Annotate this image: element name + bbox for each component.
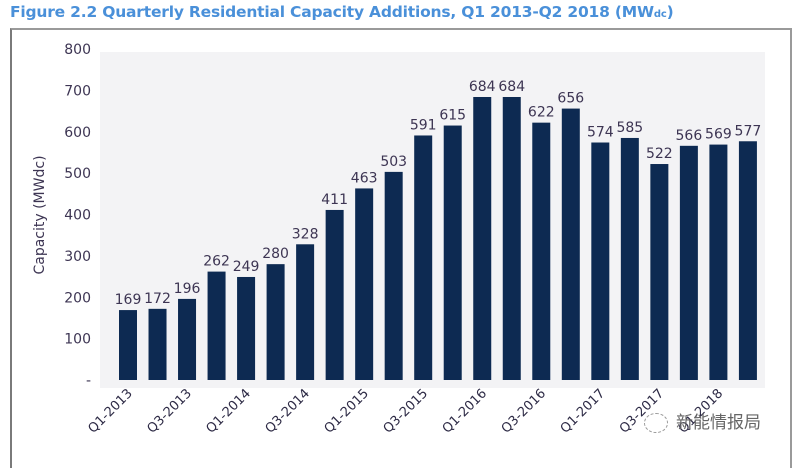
data-label: 656 xyxy=(557,91,584,107)
bar xyxy=(620,137,639,380)
bar xyxy=(207,271,226,380)
y-axis: - 100 200 300 400 500 600 700 800 xyxy=(64,42,91,389)
bars-group xyxy=(119,96,757,381)
watermark: 新能情报局 xyxy=(644,408,761,433)
x-tick-label: Q1-2014 xyxy=(204,386,254,436)
data-label: 169 xyxy=(115,292,142,308)
bar-chart: - 100 200 300 400 500 600 700 800 Capacity (MWdc… xyxy=(32,42,765,437)
bar xyxy=(148,308,167,380)
bar xyxy=(738,141,757,380)
bar xyxy=(296,244,315,380)
data-label: 328 xyxy=(292,226,319,242)
x-tick-label: Q1-2016 xyxy=(440,386,490,436)
bar xyxy=(384,171,403,380)
x-tick-label: Q3-2014 xyxy=(263,386,313,436)
chart-title-subscript: dc xyxy=(653,9,667,20)
data-label: 463 xyxy=(351,170,378,186)
bar xyxy=(119,310,137,380)
bar xyxy=(473,96,492,381)
y-tick-label: - xyxy=(86,373,91,389)
y-tick-label: 200 xyxy=(64,290,91,306)
data-label: 196 xyxy=(174,281,201,297)
bar xyxy=(266,264,285,380)
bar xyxy=(561,108,580,380)
bar xyxy=(443,125,462,380)
bar xyxy=(237,276,256,380)
x-axis: Q1-2013 Q3-2013 Q1-2014 Q3-2014 Q1-2015 Q3-20… xyxy=(85,386,726,436)
watermark-text: 新能情报局 xyxy=(676,413,761,433)
y-tick-label: 500 xyxy=(64,166,91,182)
chart-title-text: Figure 2.2 Quarterly Residential Capacit… xyxy=(10,3,654,21)
data-label: 574 xyxy=(587,125,614,141)
bar xyxy=(502,96,521,381)
data-label: 622 xyxy=(528,105,555,121)
bar xyxy=(325,209,344,380)
data-label: 249 xyxy=(233,259,260,275)
x-tick-label: Q1-2015 xyxy=(322,386,372,436)
bar xyxy=(532,122,551,381)
y-tick-label: 700 xyxy=(64,83,91,99)
bar xyxy=(591,142,610,380)
y-tick-label: 300 xyxy=(64,249,91,265)
data-label: 522 xyxy=(646,146,673,162)
bar xyxy=(709,144,728,380)
data-label: 585 xyxy=(616,120,643,136)
y-axis-title: Capacity (MWdc) xyxy=(32,155,48,274)
bar xyxy=(650,164,669,380)
data-label: 566 xyxy=(676,128,703,144)
bar xyxy=(355,188,374,380)
chart-frame xyxy=(10,28,792,468)
x-tick-label: Q1-2013 xyxy=(85,386,135,436)
wechat-icon xyxy=(644,413,668,433)
data-label: 411 xyxy=(321,192,348,208)
y-tick-label: 100 xyxy=(64,332,91,348)
x-tick-label: Q3-2015 xyxy=(381,386,431,436)
data-label: 684 xyxy=(469,79,496,95)
x-tick-label: Q3-2016 xyxy=(499,386,549,436)
data-label: 615 xyxy=(439,108,466,124)
chart-title: Figure 2.2 Quarterly Residential Capacit… xyxy=(10,3,674,21)
bar xyxy=(679,145,698,380)
data-label: 684 xyxy=(498,79,525,95)
data-label: 280 xyxy=(262,246,289,262)
y-tick-label: 400 xyxy=(64,208,91,224)
x-tick-label: Q1-2017 xyxy=(558,386,608,436)
bar xyxy=(414,135,433,380)
data-label: 172 xyxy=(144,291,171,307)
data-label: 591 xyxy=(410,117,437,133)
bar xyxy=(178,298,197,380)
chart-title-close: ) xyxy=(666,3,674,21)
data-label: 569 xyxy=(705,127,732,143)
data-label: 503 xyxy=(380,154,407,170)
data-label: 577 xyxy=(735,123,762,139)
y-tick-label: 800 xyxy=(64,42,91,58)
data-label: 262 xyxy=(203,254,230,270)
x-tick-label: Q3-2013 xyxy=(144,386,194,436)
y-tick-label: 600 xyxy=(64,125,91,141)
